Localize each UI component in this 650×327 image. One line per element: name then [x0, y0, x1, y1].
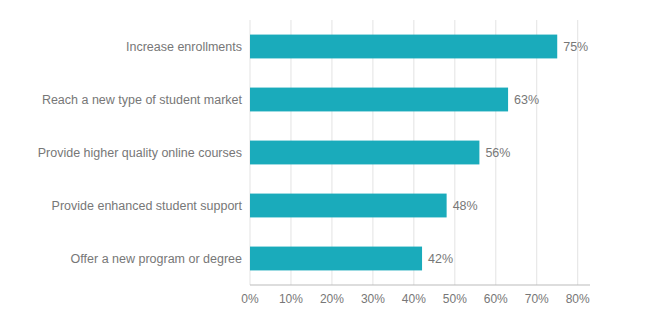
chart-svg: 0% 10% 20% 30% 40% 50% 60% 70% 80% Offer a new pr…: [0, 0, 650, 327]
x-tick-label: 60%: [484, 292, 508, 306]
x-tick-label: 0%: [241, 292, 259, 306]
x-axis-line: [250, 285, 590, 286]
x-tick-label: 80%: [566, 292, 590, 306]
category-label: Increase enrollments: [126, 40, 242, 54]
chart-container: 0% 10% 20% 30% 40% 50% 60% 70% 80% Offer a new pr…: [0, 0, 650, 327]
category-label: Reach a new type of student market: [42, 93, 243, 107]
y-tick-labels: Offer a new program or degree Provide enh…: [38, 40, 243, 266]
bar: [250, 88, 508, 112]
data-labels: 42% 48% 56% 63% 75%: [428, 40, 588, 266]
grid-line: [577, 20, 578, 285]
grid-line: [536, 20, 537, 285]
bar: [250, 141, 479, 165]
x-tick-labels: 0% 10% 20% 30% 40% 50% 60% 70% 80%: [241, 292, 590, 306]
bar: [250, 247, 422, 271]
data-label: 42%: [428, 252, 453, 266]
x-tick-label: 20%: [320, 292, 344, 306]
data-label: 75%: [563, 40, 588, 54]
x-tick-label: 70%: [525, 292, 549, 306]
data-label: 56%: [485, 146, 510, 160]
x-tick-label: 50%: [443, 292, 467, 306]
x-tick-label: 30%: [361, 292, 385, 306]
x-grid: [250, 20, 578, 285]
bars: [250, 35, 557, 271]
x-tick-label: 40%: [402, 292, 426, 306]
bar: [250, 194, 447, 218]
category-label: Offer a new program or degree: [71, 252, 242, 266]
data-label: 63%: [514, 93, 539, 107]
x-tick-label: 10%: [279, 292, 303, 306]
category-label: Provide higher quality online courses: [38, 146, 242, 160]
category-label: Provide enhanced student support: [52, 199, 243, 213]
data-label: 48%: [453, 199, 478, 213]
bar: [250, 35, 557, 59]
